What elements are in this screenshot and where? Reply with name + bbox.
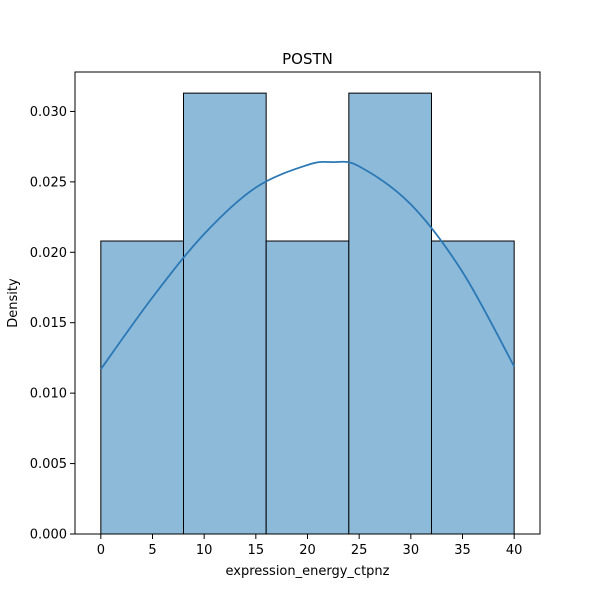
y-axis-label: Density: [6, 278, 21, 328]
histogram-bar-3: [348, 92, 433, 535]
y-tick-label-4: 0.020: [30, 246, 67, 261]
x-tick-label-6: 30: [403, 543, 420, 558]
histogram-bar-4: [431, 240, 515, 535]
x-tick-label-3: 15: [248, 543, 265, 558]
x-tick-label-7: 35: [454, 543, 471, 558]
y-tick-label-0: 0.000: [30, 528, 67, 543]
chart-title: POSTN: [282, 50, 333, 68]
y-tick-label-3: 0.015: [30, 316, 67, 331]
x-tick-label-2: 10: [196, 543, 213, 558]
x-tick-label-1: 5: [148, 543, 156, 558]
histogram-bar-1: [183, 92, 267, 535]
histogram-bars: [100, 92, 515, 535]
x-tick-label-0: 0: [97, 543, 105, 558]
y-axis-ticks: 0.000 0.005 0.010 0.015 0.020 0.025 0.030: [30, 105, 75, 543]
kde-curve: [100, 160, 515, 370]
histogram-bar-2: [265, 240, 350, 535]
x-tick-label-8: 40: [506, 543, 523, 558]
x-tick-label-4: 20: [299, 543, 316, 558]
y-tick-label-2: 0.010: [30, 387, 67, 402]
x-tick-label-5: 25: [351, 543, 368, 558]
histogram-bar-0: [100, 240, 184, 535]
y-tick-label-6: 0.030: [30, 105, 67, 120]
x-axis-label: expression_energy_ctpnz: [226, 564, 390, 579]
y-tick-label-5: 0.025: [30, 175, 67, 190]
y-tick-label-1: 0.005: [30, 457, 67, 472]
x-axis-ticks: 0 5 10 15 20 25 30 35 40: [97, 534, 523, 558]
